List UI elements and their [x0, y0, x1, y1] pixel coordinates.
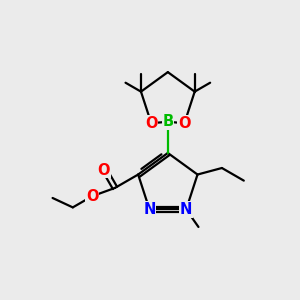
- Text: O: O: [86, 189, 98, 204]
- Text: N: N: [180, 202, 192, 217]
- Text: O: O: [98, 163, 110, 178]
- Text: O: O: [178, 116, 191, 131]
- Text: O: O: [145, 116, 158, 131]
- Text: N: N: [143, 202, 156, 217]
- Text: B: B: [162, 114, 173, 129]
